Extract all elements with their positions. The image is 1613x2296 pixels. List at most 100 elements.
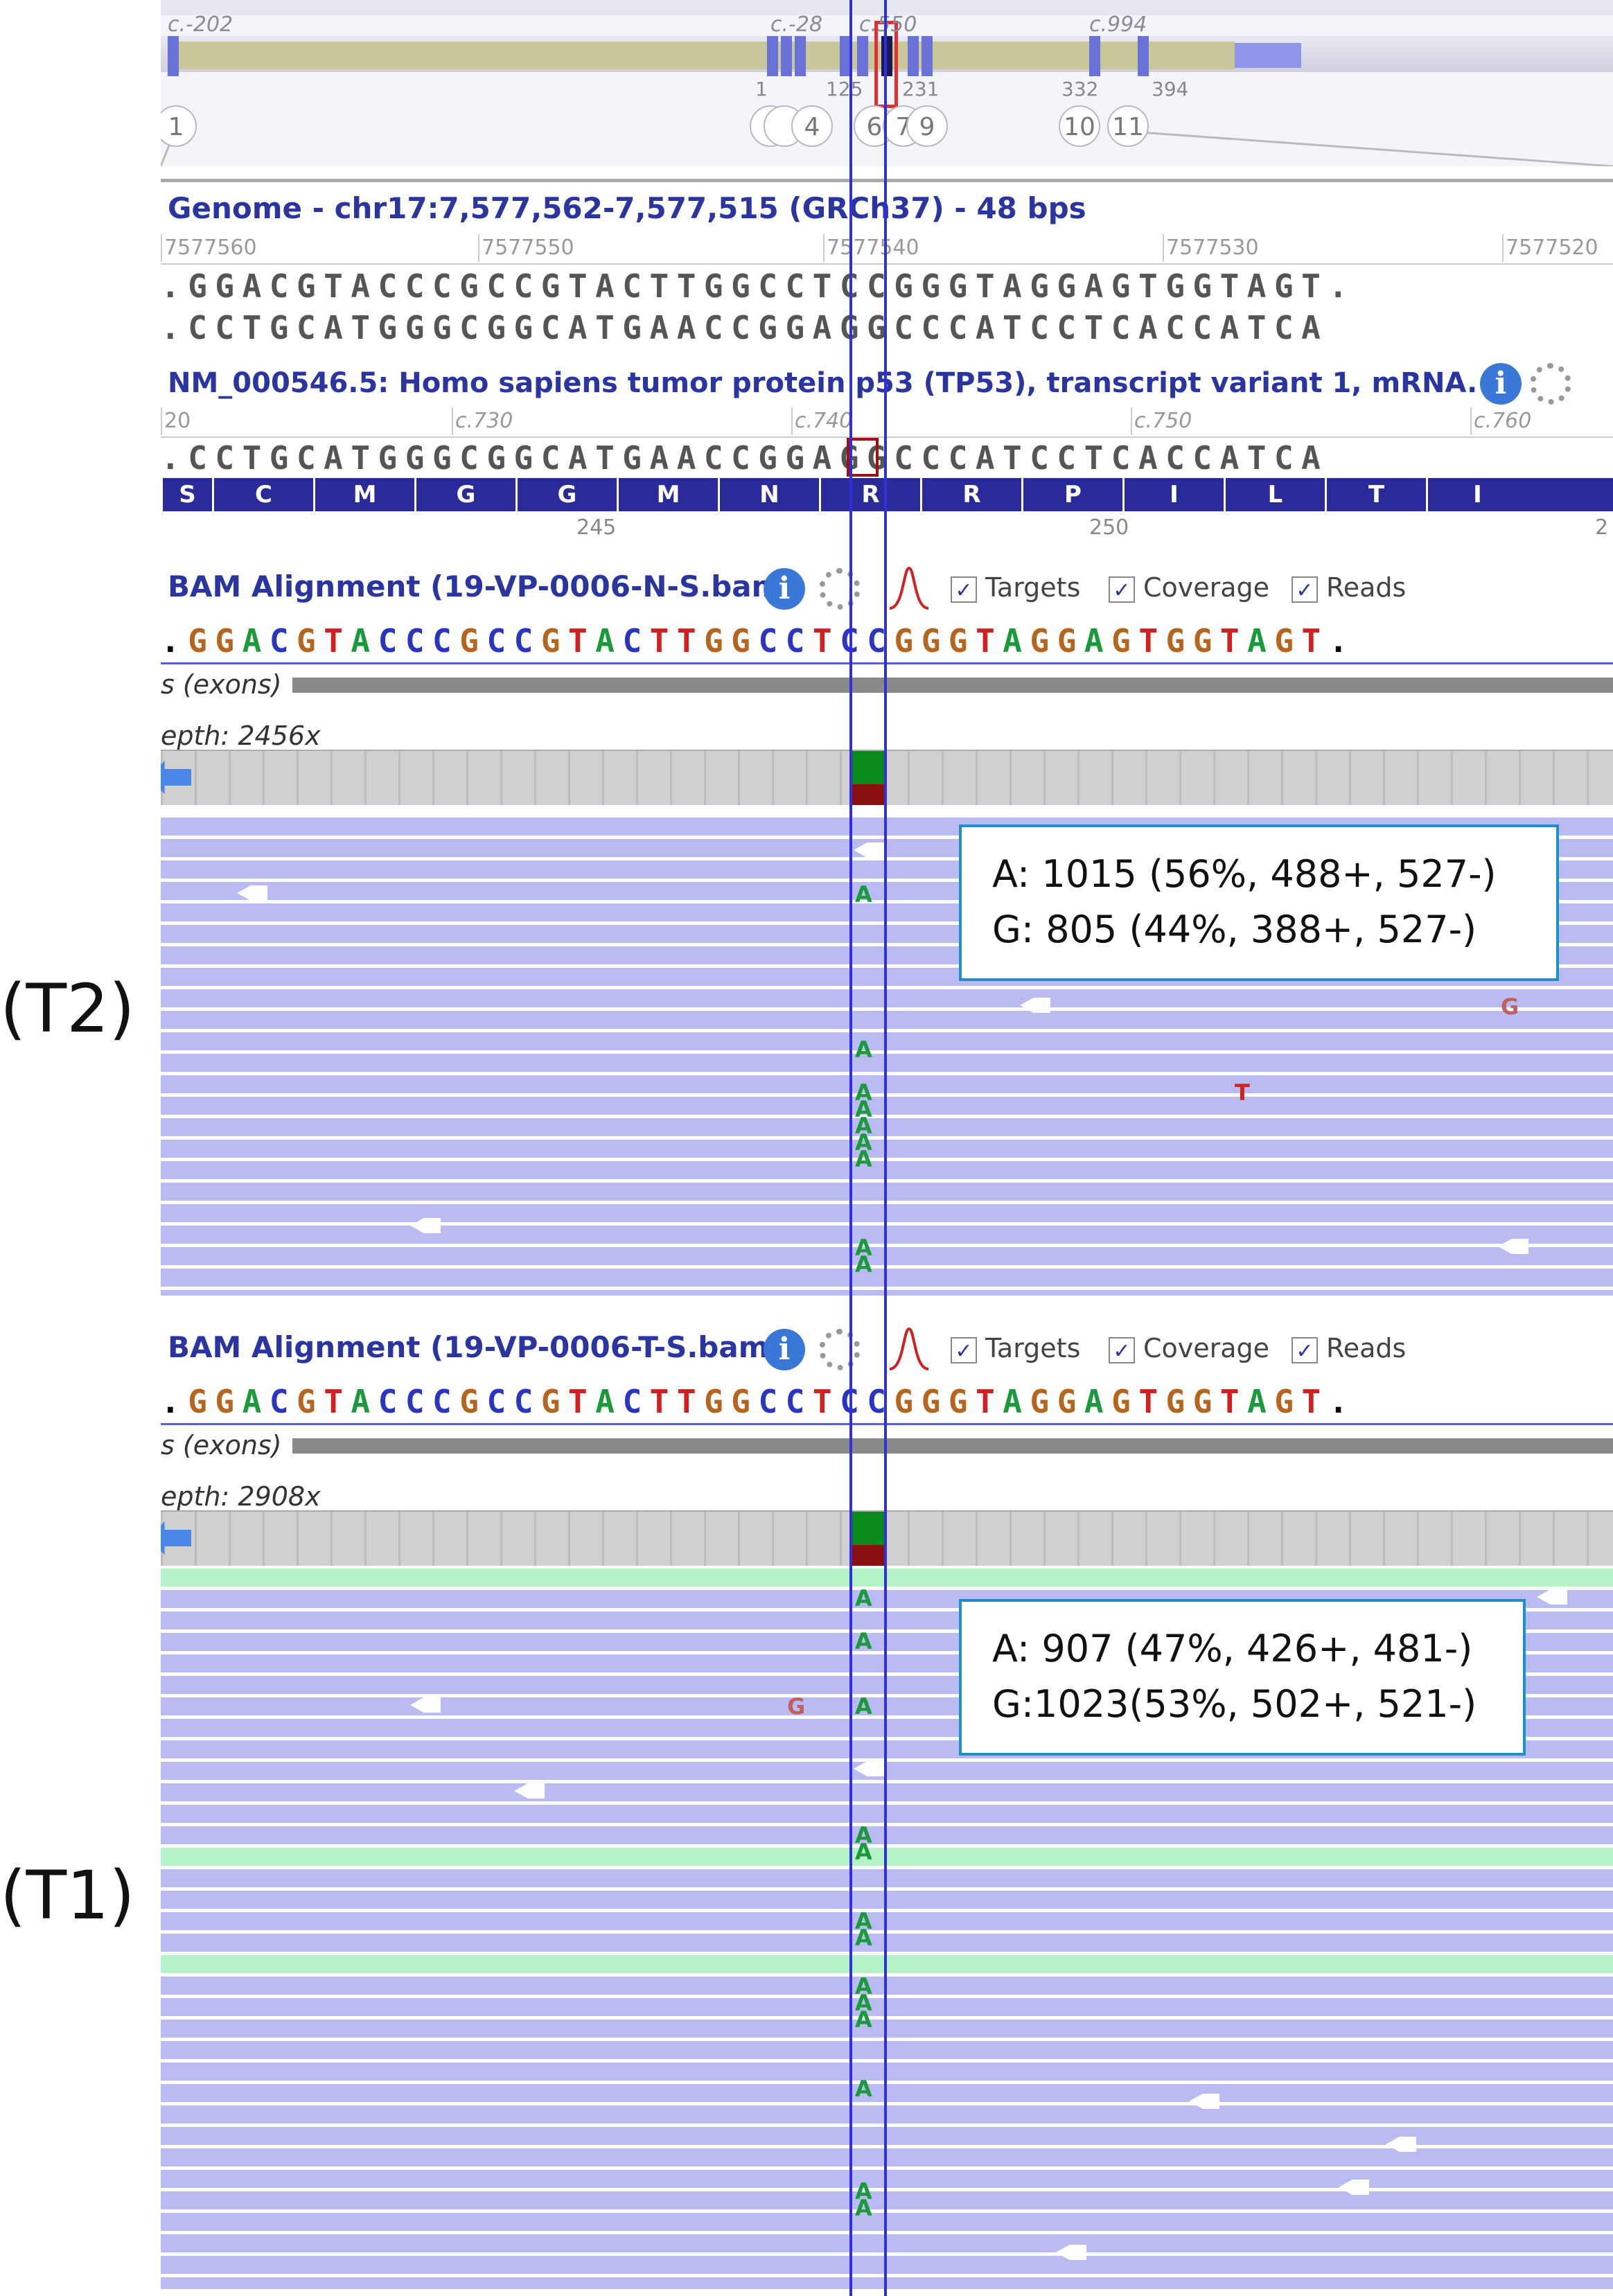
codon-number: 245 (576, 515, 617, 540)
amino-acid[interactable]: I (1426, 478, 1527, 511)
read-gap (1056, 2245, 1086, 2260)
track-label-t2: (T2) (0, 970, 135, 1048)
overview-tick: 125 (826, 78, 863, 100)
exon-number[interactable]: 9 (906, 105, 948, 147)
amino-acid[interactable]: R (819, 478, 920, 511)
info-icon[interactable]: i (1480, 363, 1522, 405)
read-gap (410, 1697, 441, 1713)
codon-number: 2 (1595, 515, 1609, 540)
variant-base: A (855, 1036, 872, 1063)
genome-viewer: c.-202 c.-28 c.550 c.994 1 125 231 332 3… (161, 0, 1613, 2296)
overview-title-strip (161, 0, 1613, 15)
variant-base: A (855, 1973, 872, 1999)
targets-label: Targets (985, 572, 1081, 603)
amino-acid[interactable]: L (1224, 478, 1325, 511)
bam-t-depth-label: epth: 2908x (161, 1481, 321, 1512)
targets-checkbox[interactable]: ✓ (951, 576, 977, 603)
highlighted-read (161, 1955, 1613, 1973)
amino-acid[interactable]: I (1122, 478, 1224, 511)
info-icon[interactable]: i (764, 1329, 805, 1370)
track-label-t1: (T1) (0, 1857, 135, 1934)
allele-count-a: A: 907 (47%, 426+, 481-) (992, 1627, 1473, 1670)
exon-marker[interactable] (857, 36, 868, 76)
amino-acid[interactable]: C (212, 478, 313, 511)
gear-icon[interactable] (1530, 363, 1571, 405)
ruler-tick: 7577520 (1502, 234, 1598, 262)
amino-acid[interactable]: N (718, 478, 819, 511)
bam-n-title: BAM Alignment (19-VP-0006-N-S.bam) (168, 569, 795, 603)
cds-label: c.550 (859, 12, 917, 37)
ruler-tick: c.730 (452, 407, 513, 435)
bam-n-coverage-track[interactable] (161, 750, 1613, 805)
genome-track-title: Genome - chr17:7,577,562-7,577,515 (GRCh… (168, 191, 1086, 225)
exon-marker[interactable] (908, 36, 919, 76)
utr-region (168, 42, 1235, 69)
cds-label: c.-202 (168, 12, 233, 37)
variant-coverage-bar[interactable] (851, 1512, 885, 1566)
utr3-region (1235, 43, 1301, 68)
scroll-left-arrow-icon[interactable] (161, 1521, 191, 1555)
variant-coverage-bar[interactable] (851, 751, 885, 805)
allele-count-a: A: 1015 (56%, 488+, 527-) (992, 852, 1497, 896)
coverage-checkbox[interactable]: ✓ (1109, 1337, 1135, 1363)
amino-acid[interactable]: S (161, 478, 212, 511)
bam-n-exons-bar (292, 678, 1613, 693)
section-divider (161, 179, 1613, 182)
overview-tick: 231 (902, 78, 940, 100)
bam-t-coverage-track[interactable] (161, 1510, 1613, 1566)
exon-number[interactable]: 1 (161, 105, 197, 147)
read-gap (237, 885, 267, 901)
variant-base: A (855, 1822, 872, 1848)
ruler-tick: c.740 (791, 407, 852, 435)
variant-base: T (1235, 1079, 1250, 1106)
variant-base: A (855, 1839, 872, 1865)
info-icon[interactable]: i (764, 568, 805, 610)
targets-checkbox[interactable]: ✓ (951, 1337, 977, 1363)
variant-base: A (855, 1990, 872, 2016)
amino-acid[interactable]: M (617, 478, 718, 511)
transcript-overview[interactable]: c.-202 c.-28 c.550 c.994 1 125 231 332 3… (161, 0, 1613, 166)
read-gap (1020, 998, 1050, 1013)
amino-acid[interactable]: G (414, 478, 515, 511)
coverage-label: Coverage (1143, 1333, 1270, 1363)
highlighted-read (161, 1848, 1613, 1866)
amino-acid[interactable]: P (1021, 478, 1122, 511)
read-gap (1498, 1239, 1528, 1254)
reads-label: Reads (1326, 572, 1407, 603)
amino-acid[interactable]: M (313, 478, 414, 511)
bam-t-exons-label: s (exons) (161, 1430, 282, 1460)
exon-marker[interactable] (781, 36, 792, 76)
scroll-left-arrow-icon[interactable] (161, 761, 191, 794)
coverage-curve-icon[interactable] (888, 565, 930, 611)
codon-number: 250 (1089, 515, 1129, 540)
amino-acid[interactable]: G (515, 478, 617, 511)
ruler-tick: c.760 (1470, 407, 1531, 435)
exon-marker[interactable] (840, 36, 851, 76)
exon-marker[interactable] (922, 36, 933, 76)
coverage-checkbox[interactable]: ✓ (1109, 576, 1135, 603)
allele-count-g: G: 805 (44%, 388+, 527-) (992, 908, 1477, 951)
read-gap (1339, 2180, 1369, 2195)
coverage-curve-icon[interactable] (888, 1326, 930, 1372)
gear-icon[interactable] (819, 1329, 861, 1370)
variant-base: A (855, 2076, 872, 2102)
targets-label: Targets (985, 1333, 1081, 1363)
bam-t-header: BAM Alignment (19-VP-0006-T-S.bam) i ✓ T… (161, 1322, 1613, 1377)
exon-marker[interactable] (795, 36, 806, 76)
exon-marker[interactable] (168, 36, 179, 76)
amino-acid[interactable]: R (920, 478, 1021, 511)
exon-number[interactable]: 4 (791, 105, 833, 147)
amino-acid[interactable]: T (1325, 478, 1426, 511)
exon-number[interactable]: 10 (1059, 105, 1100, 147)
exon-marker[interactable] (1089, 36, 1100, 76)
exon-number[interactable]: 11 (1107, 105, 1149, 147)
read-gap (1537, 1589, 1567, 1605)
gear-icon[interactable] (819, 568, 861, 610)
exon-marker[interactable] (767, 36, 778, 76)
transcript-sequence: .CCTGCATGGGCGGCATGAACCGGAGGCCCATCCTCACCA… (161, 439, 1329, 477)
read-gap (854, 842, 884, 858)
exon-marker[interactable] (1138, 36, 1149, 76)
bam-n-header: BAM Alignment (19-VP-0006-N-S.bam) i ✓ T… (161, 561, 1613, 617)
reads-checkbox[interactable]: ✓ (1292, 1337, 1318, 1363)
reads-checkbox[interactable]: ✓ (1292, 576, 1318, 603)
